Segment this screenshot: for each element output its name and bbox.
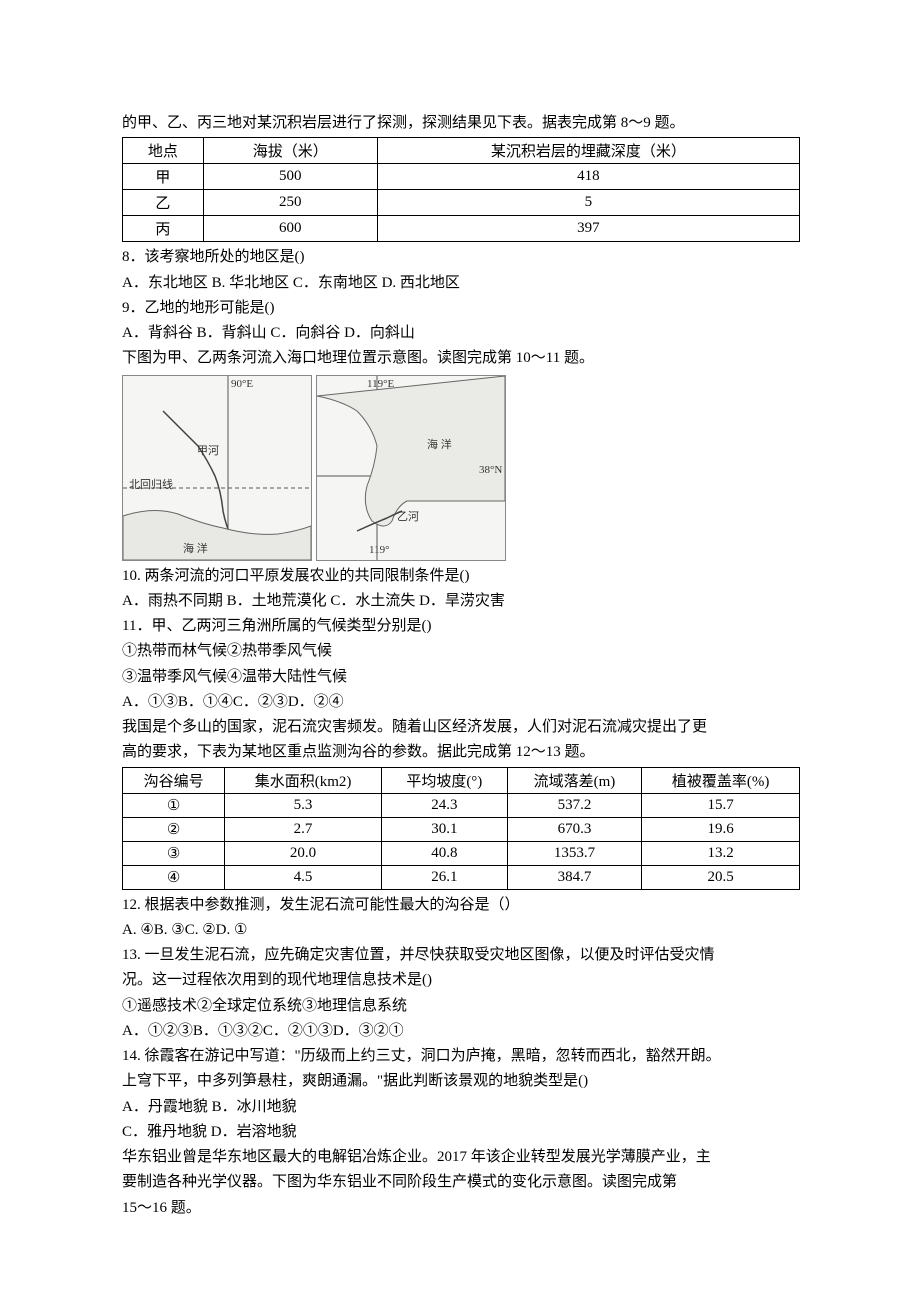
q10-stem: 10. 两条河流的河口平原发展农业的共同限制条件是() <box>122 565 800 588</box>
table-row: ④ 4.5 26.1 384.7 20.5 <box>123 865 800 889</box>
cell: 丙 <box>123 216 204 242</box>
cell: 26.1 <box>381 865 507 889</box>
q14-options: A．丹霞地貌 B．冰川地貌 <box>122 1096 800 1119</box>
cell: 2.7 <box>225 817 382 841</box>
map-label-lat: 北回归线 <box>129 476 173 492</box>
col-header: 海拔（米） <box>203 138 377 164</box>
cell: 13.2 <box>642 841 800 865</box>
cell: 19.6 <box>642 817 800 841</box>
table-sediment: 地点 海拔（米） 某沉积岩层的埋藏深度（米） 甲 500 418 乙 250 5… <box>122 137 800 242</box>
cell: 乙 <box>123 190 204 216</box>
q11-line2: ③温带季风气候④温带大陆性气候 <box>122 666 800 689</box>
map-yi: 119°E 海 洋 38°N 乙河 119° <box>316 375 506 561</box>
cell: 甲 <box>123 164 204 190</box>
cell: 15.7 <box>642 793 800 817</box>
table-row: 沟谷编号 集水面积(km2) 平均坡度(°) 流域落差(m) 植被覆盖率(%) <box>123 767 800 793</box>
maps-intro: 下图为甲、乙两条河流入海口地理位置示意图。读图完成第 10～11 题。 <box>122 347 800 370</box>
cell: 250 <box>203 190 377 216</box>
q14-options: C．雅丹地貌 D．岩溶地貌 <box>122 1121 800 1144</box>
q10-options: A．雨热不同期 B．土地荒漠化 C．水土流失 D．旱涝灾害 <box>122 590 800 613</box>
cell: 5 <box>377 190 799 216</box>
table-row: 地点 海拔（米） 某沉积岩层的埋藏深度（米） <box>123 138 800 164</box>
intro-text: 的甲、乙、丙三地对某沉积岩层进行了探测，探测结果见下表。据表完成第 8～9 题。 <box>122 112 800 135</box>
table-gully: 沟谷编号 集水面积(km2) 平均坡度(°) 流域落差(m) 植被覆盖率(%) … <box>122 767 800 890</box>
table2-intro: 高的要求，下表为某地区重点监测沟谷的参数。据此完成第 12～13 题。 <box>122 741 800 764</box>
cell: ① <box>123 793 225 817</box>
table-row: 甲 500 418 <box>123 164 800 190</box>
map-label-sea: 海 洋 <box>183 540 208 556</box>
cell: 500 <box>203 164 377 190</box>
cell: 600 <box>203 216 377 242</box>
table-row: 乙 250 5 <box>123 190 800 216</box>
col-header: 流域落差(m) <box>507 767 641 793</box>
q9-stem: 9．乙地的地形可能是() <box>122 297 800 320</box>
map-yi-svg <box>317 376 505 560</box>
q13-stem: 13. 一旦发生泥石流，应先确定灾害位置，并尽快获取受灾地区图像，以便及时评估受… <box>122 944 800 967</box>
table2-intro: 我国是个多山的国家，泥石流灾害频发。随着山区经济发展，人们对泥石流减灾提出了更 <box>122 716 800 739</box>
q8-options: A．东北地区 B. 华北地区 C．东南地区 D. 西北地区 <box>122 272 800 295</box>
cell: 24.3 <box>381 793 507 817</box>
q11-stem: 11．甲、乙两河三角洲所属的气候类型分别是() <box>122 615 800 638</box>
q14-stem: 上穹下平，中多列笋悬柱，爽朗通漏。"据此判断该景观的地貌类型是() <box>122 1070 800 1093</box>
q15-intro: 华东铝业曾是华东地区最大的电解铝冶炼企业。2017 年该企业转型发展光学薄膜产业… <box>122 1146 800 1169</box>
map-label-lon: 90°E <box>231 378 253 390</box>
q14-stem: 14. 徐霞客在游记中写道："历级而上约三丈，洞口为庐掩，黑暗，忽转而西北，豁然… <box>122 1045 800 1068</box>
col-header: 某沉积岩层的埋藏深度（米） <box>377 138 799 164</box>
q11-line1: ①热带而林气候②热带季风气候 <box>122 640 800 663</box>
cell: 5.3 <box>225 793 382 817</box>
cell: 418 <box>377 164 799 190</box>
cell: 4.5 <box>225 865 382 889</box>
table-row: ② 2.7 30.1 670.3 19.6 <box>123 817 800 841</box>
table-row: 丙 600 397 <box>123 216 800 242</box>
table-row: ③ 20.0 40.8 1353.7 13.2 <box>123 841 800 865</box>
cell: 40.8 <box>381 841 507 865</box>
col-header: 平均坡度(°) <box>381 767 507 793</box>
cell: 537.2 <box>507 793 641 817</box>
map-label-lon2: 119° <box>369 544 390 556</box>
cell: 1353.7 <box>507 841 641 865</box>
map-label-sea: 海 洋 <box>427 436 452 452</box>
cell: 397 <box>377 216 799 242</box>
map-jia-svg <box>123 376 311 560</box>
col-header: 沟谷编号 <box>123 767 225 793</box>
cell: ③ <box>123 841 225 865</box>
q8-stem: 8．该考察地所处的地区是() <box>122 246 800 269</box>
cell: ④ <box>123 865 225 889</box>
col-header: 植被覆盖率(%) <box>642 767 800 793</box>
map-label-lat: 38°N <box>479 464 502 476</box>
map-row: 90°E 甲河 北回归线 海 洋 119°E 海 洋 38°N 乙河 119° <box>122 375 800 561</box>
map-label-lon: 119°E <box>367 378 394 390</box>
map-label-river: 甲河 <box>197 442 219 458</box>
q13-options: A．①②③B．①③②C．②①③D．③②① <box>122 1020 800 1043</box>
q11-options: A．①③B．①④C．②③D．②④ <box>122 691 800 714</box>
table-row: ① 5.3 24.3 537.2 15.7 <box>123 793 800 817</box>
cell: 20.5 <box>642 865 800 889</box>
cell: 670.3 <box>507 817 641 841</box>
q15-intro: 15～16 题。 <box>122 1197 800 1220</box>
cell: ② <box>123 817 225 841</box>
map-jia: 90°E 甲河 北回归线 海 洋 <box>122 375 312 561</box>
q12-options: A. ④B. ③C. ②D. ① <box>122 919 800 942</box>
q15-intro: 要制造各种光学仪器。下图为华东铝业不同阶段生产模式的变化示意图。读图完成第 <box>122 1171 800 1194</box>
map-label-river: 乙河 <box>397 508 419 524</box>
cell: 30.1 <box>381 817 507 841</box>
cell: 384.7 <box>507 865 641 889</box>
col-header: 集水面积(km2) <box>225 767 382 793</box>
cell: 20.0 <box>225 841 382 865</box>
q9-options: A．背斜谷 B．背斜山 C．向斜谷 D．向斜山 <box>122 322 800 345</box>
page-content: 的甲、乙、丙三地对某沉积岩层进行了探测，探测结果见下表。据表完成第 8～9 题。… <box>0 0 920 1282</box>
col-header: 地点 <box>123 138 204 164</box>
q12-stem: 12. 根据表中参数推测，发生泥石流可能性最大的沟谷是（） <box>122 894 800 917</box>
q13-line1: ①遥感技术②全球定位系统③地理信息系统 <box>122 995 800 1018</box>
q13-stem: 况。这一过程依次用到的现代地理信息技术是() <box>122 969 800 992</box>
